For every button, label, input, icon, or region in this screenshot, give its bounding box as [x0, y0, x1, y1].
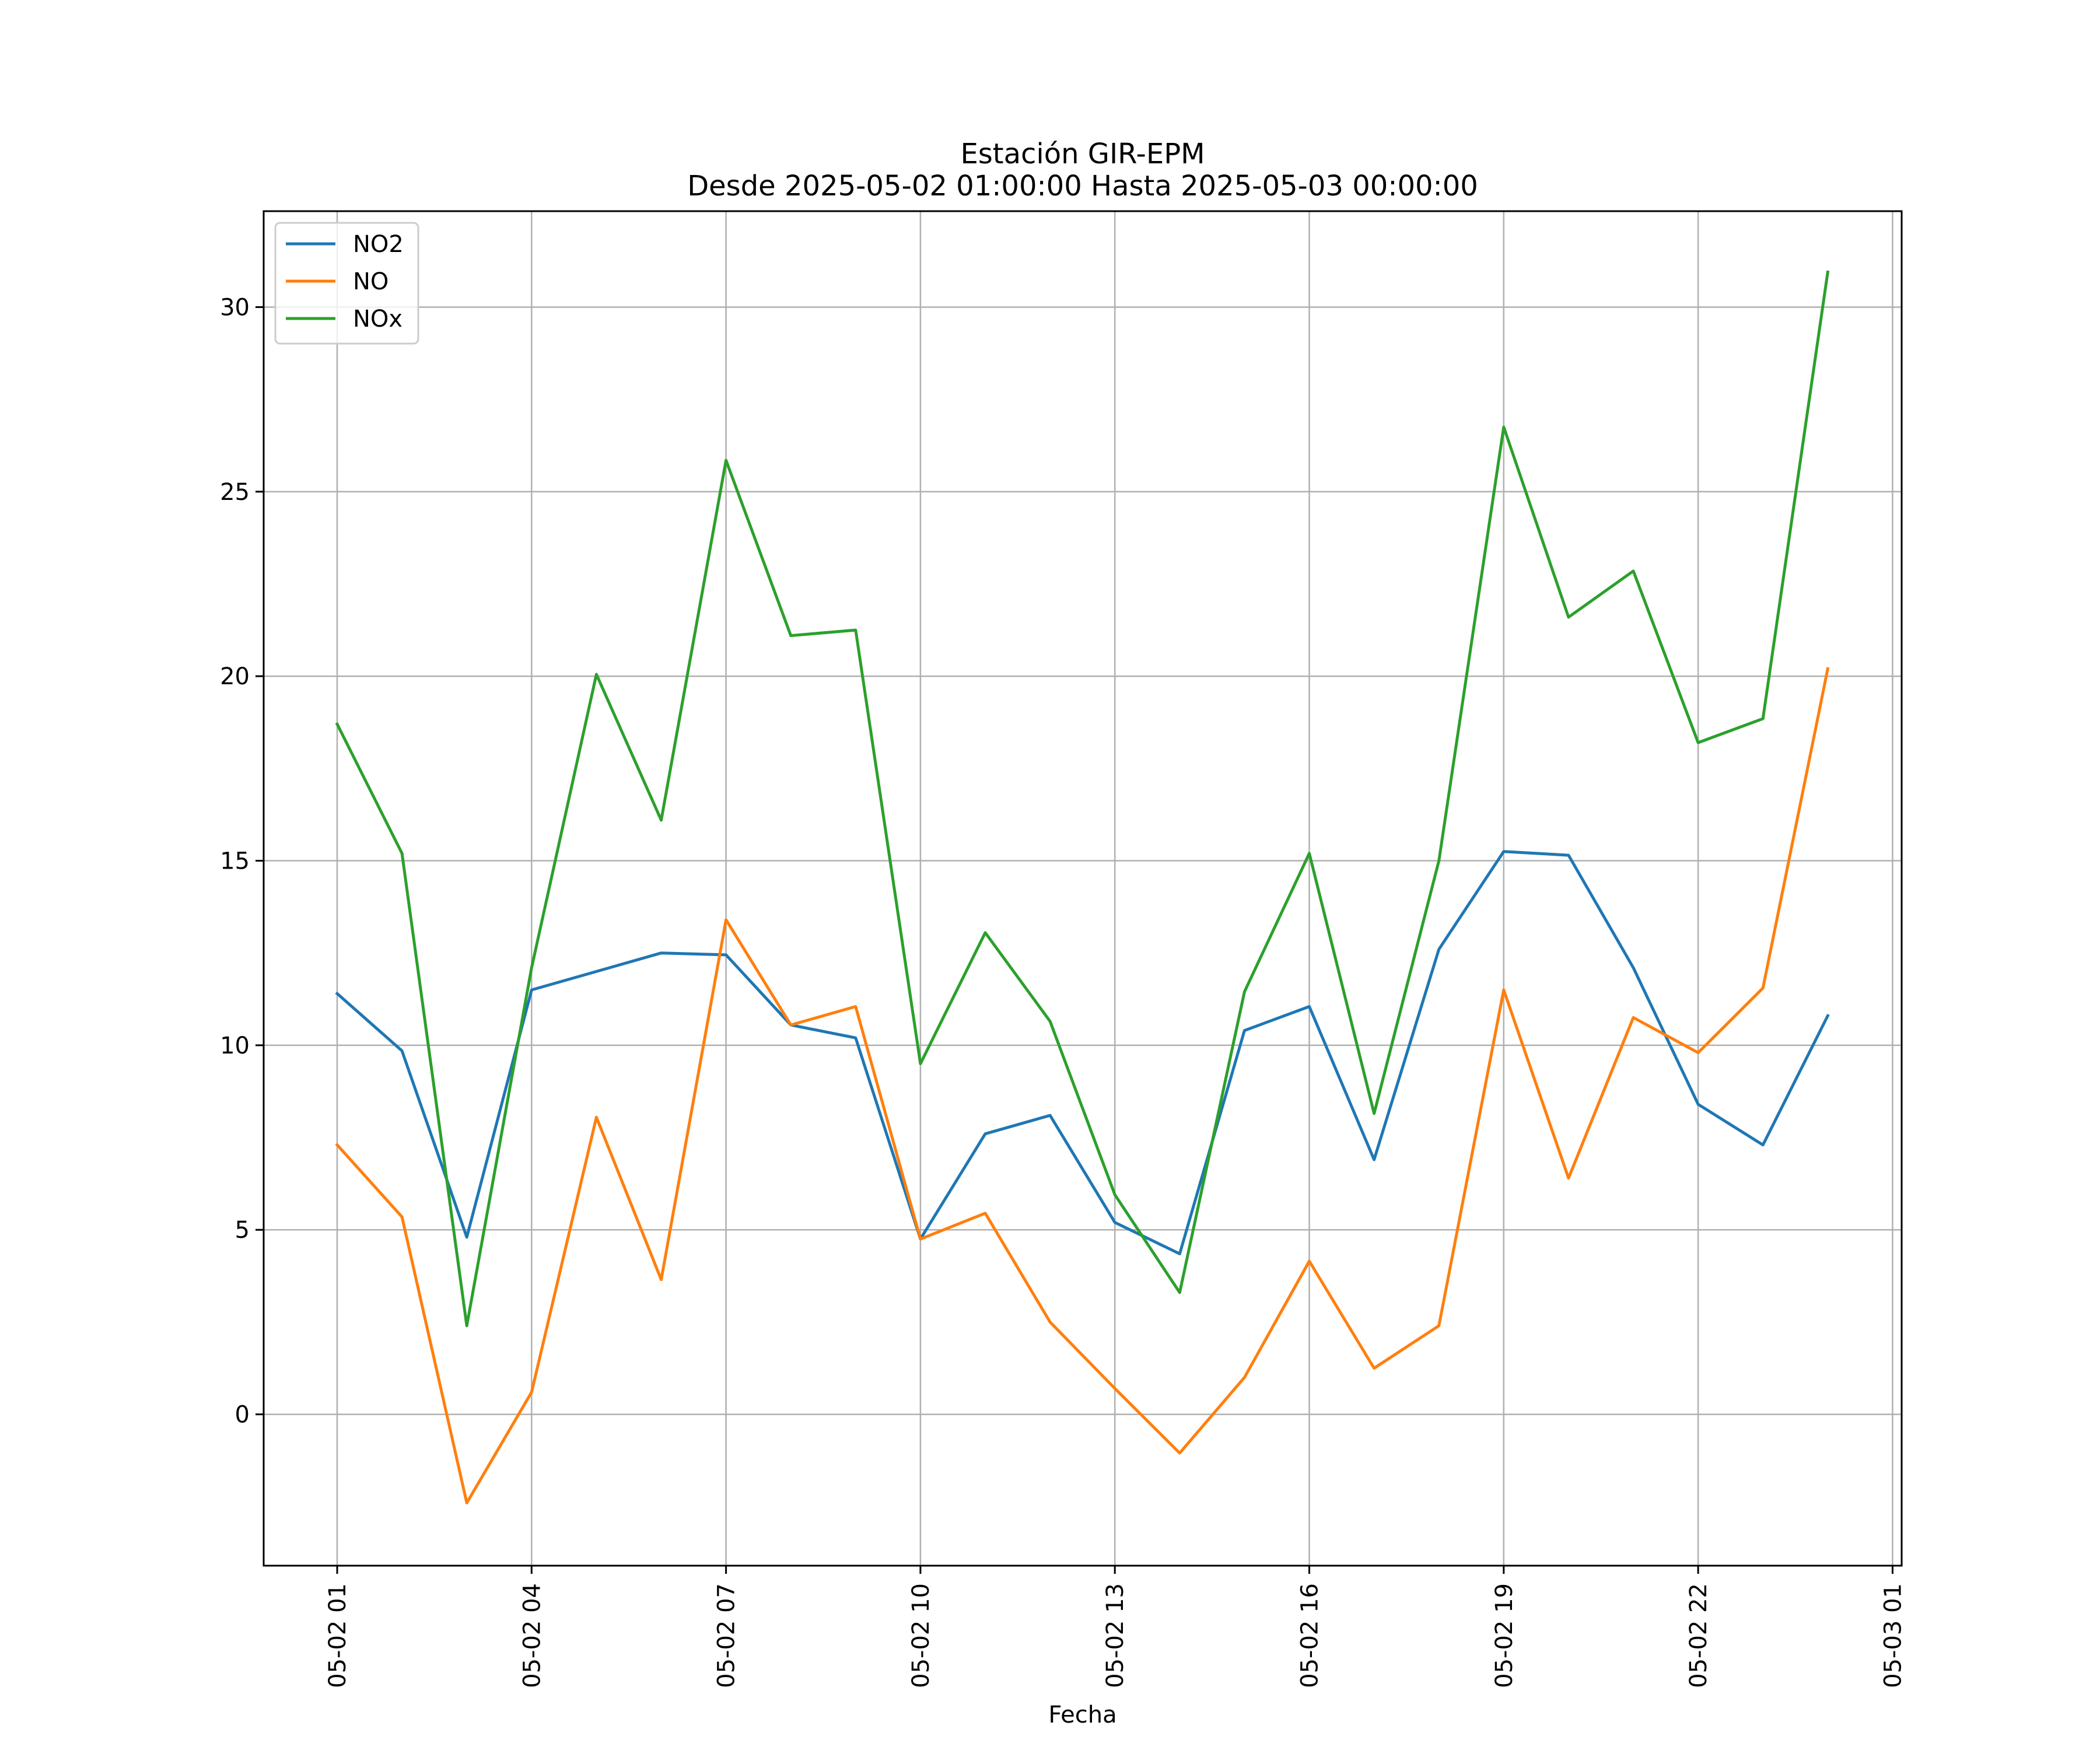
x-tick-label: 05-02 04	[519, 1583, 545, 1688]
legend-label-no: NO	[353, 268, 388, 295]
x-axis-label: Fecha	[1048, 1702, 1116, 1728]
y-axis: 0 5 10 15 20 25 30	[220, 295, 264, 1429]
y-tick-label: 15	[220, 848, 250, 875]
legend-label-no2: NO2	[353, 231, 404, 258]
x-tick-label: 05-02 01	[324, 1583, 351, 1688]
legend: NO2 NO NOx	[274, 222, 419, 345]
legend-label-nox: NOx	[353, 306, 402, 332]
y-tick-label: 10	[220, 1032, 250, 1059]
series-line-nox	[335, 270, 1830, 1328]
y-tick-label: 25	[220, 479, 250, 506]
legend-box	[274, 222, 419, 345]
series-line-no	[335, 667, 1830, 1504]
x-tick-label: 05-03 01	[1880, 1583, 1906, 1688]
series-lines	[335, 270, 1830, 1504]
series-line-no2	[335, 850, 1830, 1255]
y-tick-label: 20	[220, 663, 250, 690]
y-tick-label: 30	[220, 295, 250, 321]
x-axis: 05-02 01 05-02 04 05-02 07 05-02 10 05-02 13…	[324, 1566, 1906, 1688]
x-tick-label: 05-02 22	[1685, 1583, 1712, 1688]
x-tick-label: 05-02 13	[1102, 1583, 1129, 1688]
chart-subtitle: Desde 2025-05-02 01:00:00 Hasta 2025-05-…	[687, 170, 1478, 202]
x-tick-label: 05-02 07	[713, 1583, 740, 1688]
y-tick-label: 5	[235, 1217, 250, 1244]
grid	[264, 211, 1902, 1566]
x-tick-label: 05-02 16	[1297, 1583, 1324, 1688]
plot-frame	[262, 210, 1903, 1567]
x-tick-label: 05-02 19	[1491, 1583, 1518, 1688]
chart-title: Estación GIR-EPM	[960, 138, 1205, 170]
x-tick-label: 05-02 10	[908, 1583, 935, 1688]
y-tick-label: 0	[235, 1402, 250, 1429]
